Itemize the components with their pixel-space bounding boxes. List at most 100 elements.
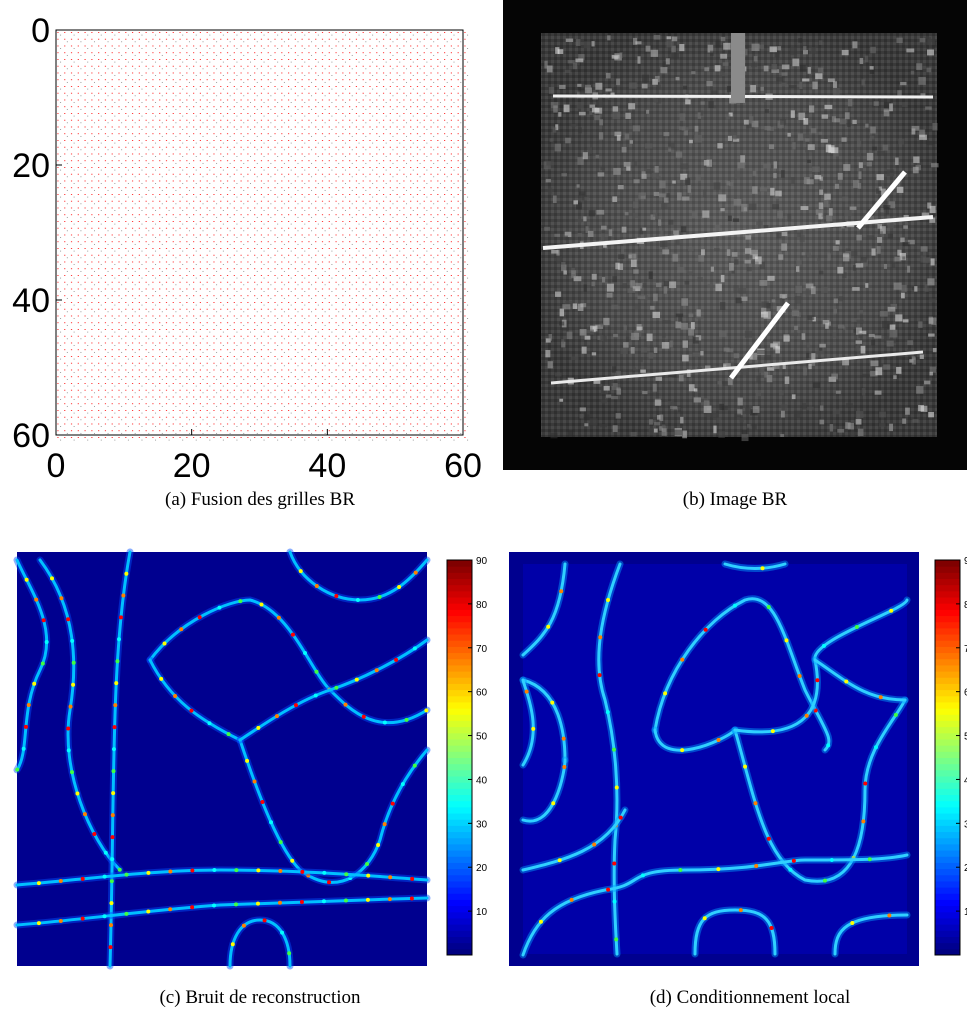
grid-point <box>342 86 344 87</box>
grid-point <box>423 248 425 249</box>
grid-point <box>57 227 59 229</box>
grid-point <box>57 160 59 162</box>
grid-point <box>195 75 197 76</box>
grid-point <box>73 48 75 49</box>
grid-point <box>335 416 337 418</box>
grid-point <box>220 160 222 162</box>
grid-point <box>396 349 398 351</box>
grid-point <box>416 92 419 94</box>
grid-point <box>331 439 333 441</box>
grid-point <box>118 335 120 337</box>
grid-point <box>209 426 211 427</box>
grid-point <box>399 210 401 211</box>
grid-point <box>321 335 324 337</box>
grid-point <box>277 61 279 63</box>
grid-point <box>87 196 89 198</box>
grid-point <box>84 234 86 236</box>
grid-point <box>342 65 344 67</box>
grid-point <box>152 281 154 283</box>
grid-point <box>308 227 310 229</box>
grid-point <box>125 437 127 438</box>
grid-point <box>247 416 249 418</box>
grid-point <box>111 221 113 222</box>
grid-point <box>362 315 364 317</box>
grid-point <box>247 430 249 432</box>
grid-point <box>77 167 79 168</box>
grid-point <box>66 41 68 43</box>
grid-point <box>274 180 276 182</box>
grid-point <box>138 72 140 74</box>
grid-point <box>247 288 249 290</box>
grid-point <box>389 113 391 114</box>
grid-point <box>294 227 296 229</box>
grid-point <box>315 187 317 189</box>
grid-point <box>84 187 86 189</box>
grid-point <box>385 210 387 211</box>
grid-point <box>145 194 147 195</box>
grid-point <box>256 338 258 340</box>
grid-point <box>240 241 242 243</box>
grid-point <box>118 65 120 67</box>
grid-point <box>369 200 371 202</box>
grid-point <box>80 311 82 313</box>
grid-point <box>236 75 238 76</box>
grid-point <box>372 156 374 157</box>
grid-point <box>308 410 310 411</box>
grid-point <box>277 115 279 117</box>
grid-point <box>410 86 412 87</box>
grid-point <box>209 399 211 400</box>
grid-point <box>165 295 168 297</box>
grid-point <box>60 318 62 319</box>
grid-point <box>107 176 109 178</box>
grid-point <box>91 106 93 108</box>
grid-point <box>355 261 358 263</box>
grid-point <box>294 254 296 256</box>
grid-point <box>131 383 134 384</box>
grid-point <box>287 369 290 371</box>
grid-point <box>111 38 113 40</box>
grid-point <box>385 304 387 306</box>
grid-point <box>410 437 412 438</box>
grid-point <box>77 248 79 249</box>
grid-point <box>138 268 140 270</box>
grid-point <box>419 176 421 178</box>
grid-point <box>159 214 161 216</box>
grid-point <box>125 302 127 303</box>
grid-point <box>344 142 346 144</box>
grid-point <box>382 38 385 40</box>
grid-point <box>87 102 89 103</box>
grid-point <box>254 126 256 128</box>
grid-point <box>77 59 79 60</box>
grid-point <box>260 227 263 229</box>
grid-point <box>84 119 86 121</box>
grid-point <box>376 207 378 209</box>
grid-point <box>226 315 229 317</box>
grid-point <box>125 200 127 202</box>
grid-point <box>315 52 317 54</box>
grid-point <box>250 304 252 306</box>
grid-point <box>376 416 378 418</box>
grid-point <box>188 270 190 272</box>
grid-point <box>131 410 134 411</box>
grid-point <box>349 200 351 202</box>
grid-point <box>236 210 238 211</box>
grid-point <box>131 369 134 371</box>
grid-point <box>134 203 136 205</box>
grid-point <box>188 149 190 151</box>
grid-point <box>389 86 391 87</box>
grid-point <box>104 86 107 87</box>
grid-point <box>209 358 211 360</box>
grid-point <box>121 419 123 421</box>
grid-point <box>335 133 337 135</box>
grid-point <box>416 133 419 135</box>
grid-point <box>385 250 387 252</box>
grid-point <box>104 153 107 155</box>
grid-point <box>294 275 296 276</box>
grid-point <box>254 396 256 398</box>
grid-point <box>111 140 113 141</box>
grid-point <box>297 216 299 218</box>
grid-point <box>155 277 157 279</box>
grid-point <box>229 243 231 245</box>
grid-point <box>247 329 249 330</box>
grid-point <box>70 126 73 128</box>
